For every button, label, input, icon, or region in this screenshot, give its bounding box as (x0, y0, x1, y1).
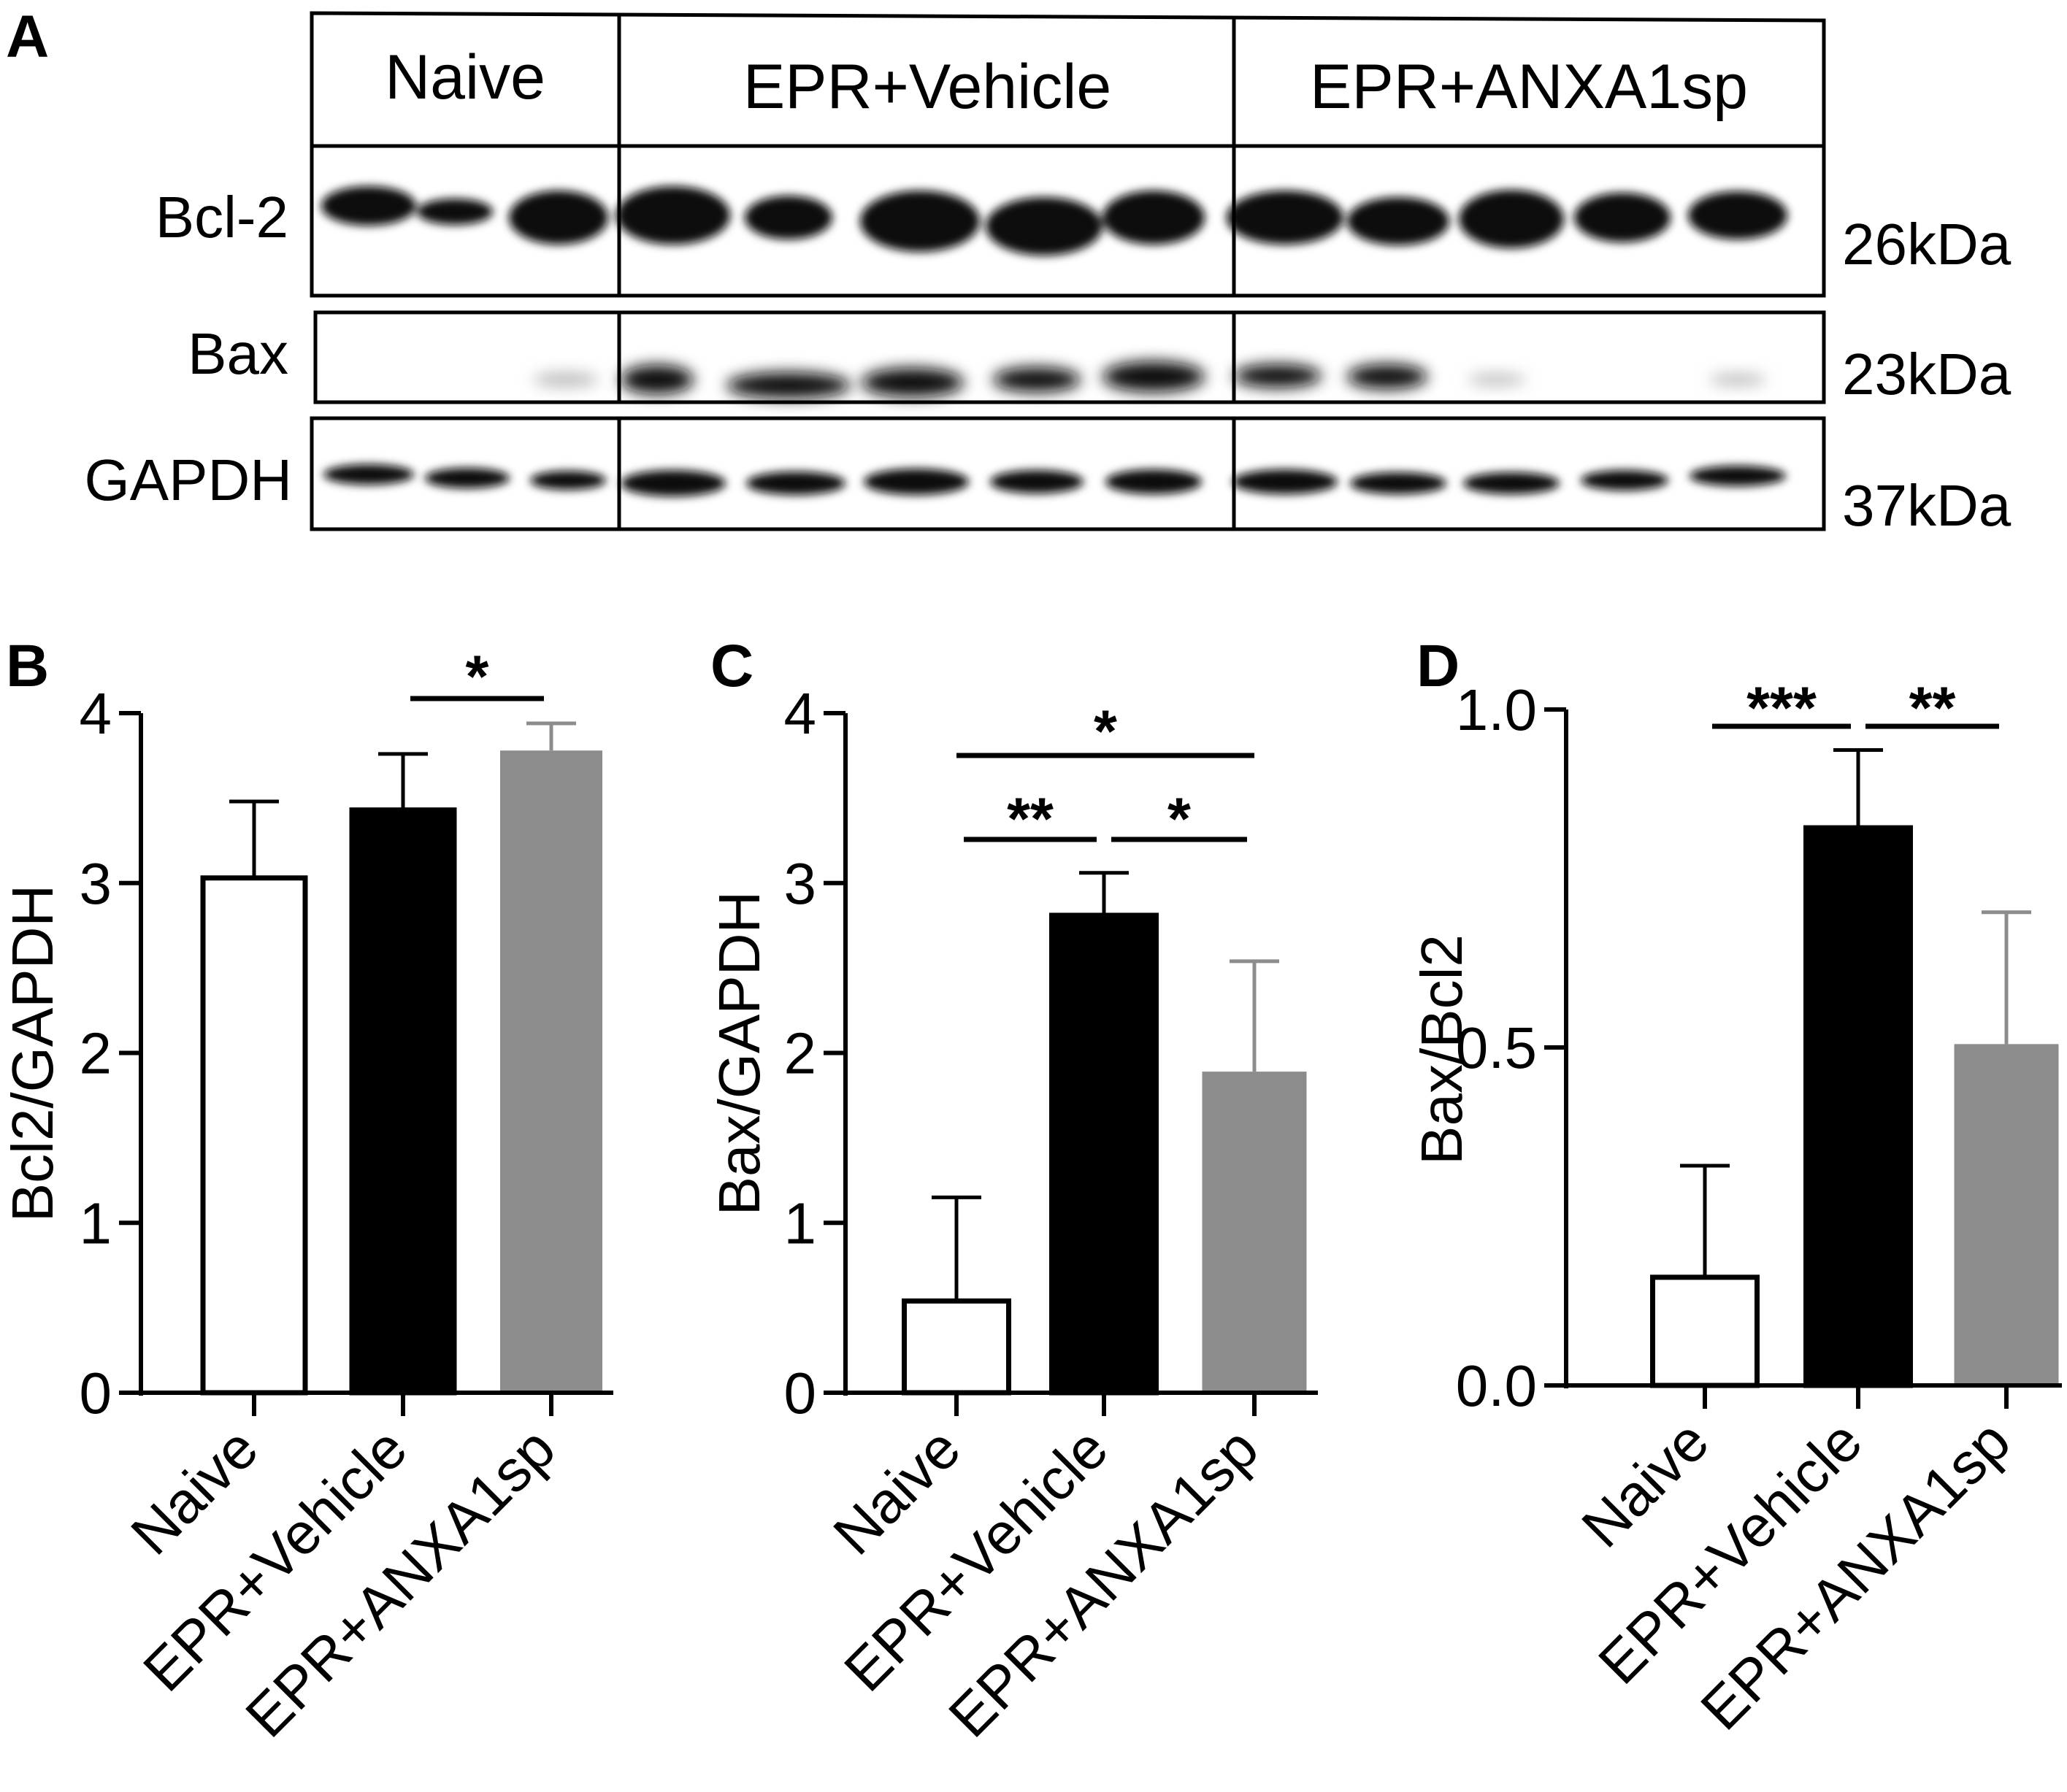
significance-label: * (1094, 699, 1117, 765)
blot-mw-label-bax: 23kDa (1842, 342, 2012, 407)
blot-strip-bcl2 (310, 144, 1826, 298)
bar-naive (200, 875, 308, 1396)
bar-anxa1sp (500, 750, 602, 1393)
blot-mw-label-bcl2: 26kDa (1842, 212, 2012, 277)
panel-letter-a: A (6, 4, 49, 70)
y-axis-label: Bcl2/GAPDH (0, 885, 65, 1222)
y-tick-label: 4 (80, 681, 112, 746)
y-tick-label: 2 (784, 1021, 817, 1086)
y-tick-label: 0 (784, 1361, 817, 1426)
x-tick-label: Naive (1569, 1408, 1721, 1560)
chart-panel-c: 01234NaiveEPR+VehicleEPR+ANXA1spBax/GAPD… (707, 681, 1318, 1750)
y-tick-label: 1.0 (1456, 677, 1537, 742)
y-tick-label: 0.0 (1456, 1353, 1537, 1418)
bar-anxa1sp (1954, 1044, 2059, 1385)
bar-naive (1650, 1274, 1760, 1388)
chart-panel-d: 0.00.51.0NaiveEPR+VehicleEPR+ANXA1spBax/… (1409, 675, 2062, 1742)
western-blot: Naive EPR+Vehicle EPR+ANXA1sp (85, 11, 2012, 538)
y-tick-label: 4 (784, 681, 817, 746)
blot-protein-label-gapdh: GAPDH (85, 447, 293, 512)
x-tick-label: EPR+Vehicle (131, 1415, 419, 1704)
x-tick-label: EPR+Vehicle (832, 1415, 1120, 1704)
blot-mw-label-gapdh: 37kDa (1842, 473, 2012, 538)
significance-label: ** (1909, 675, 1956, 742)
y-tick-label: 0.5 (1456, 1015, 1537, 1080)
panel-letter-c: C (710, 633, 753, 699)
significance-label: ** (1007, 786, 1054, 853)
panel-letter-d: D (1416, 633, 1460, 699)
y-axis-label: Bax/GAPDH (707, 891, 772, 1216)
y-tick-label: 3 (80, 851, 112, 916)
blot-protein-label-bcl2: Bcl-2 (156, 185, 288, 250)
x-tick-label: EPR+Vehicle (1586, 1408, 1874, 1696)
blot-group-label-anxa1sp: EPR+ANXA1sp (1310, 52, 1748, 122)
y-tick-label: 2 (80, 1021, 112, 1086)
blot-strip-gapdh (310, 416, 1826, 531)
y-tick-label: 1 (80, 1191, 112, 1255)
bar-vehicle (1803, 825, 1913, 1388)
panel-letter-b: B (6, 633, 49, 699)
y-axis-label: Bax/Bcl2 (1409, 934, 1474, 1165)
bar-vehicle (349, 807, 457, 1396)
blot-protein-label-bax: Bax (188, 321, 288, 386)
y-tick-label: 3 (784, 851, 817, 916)
y-tick-label: 1 (784, 1191, 817, 1255)
blot-group-label-naive: Naive (385, 42, 545, 112)
blot-strip-bax (313, 310, 1826, 404)
bar-anxa1sp (1202, 1072, 1307, 1393)
y-tick-label: 0 (80, 1361, 112, 1426)
chart-panel-b: 01234NaiveEPR+VehicleEPR+ANXA1spBcl2/GAP… (0, 644, 613, 1750)
blot-group-label-vehicle: EPR+Vehicle (743, 52, 1111, 122)
significance-label: * (466, 644, 489, 710)
significance-label: *** (1746, 675, 1817, 742)
bar-vehicle (1049, 912, 1159, 1396)
significance-label: * (1167, 786, 1191, 853)
bar-naive (902, 1298, 1011, 1396)
